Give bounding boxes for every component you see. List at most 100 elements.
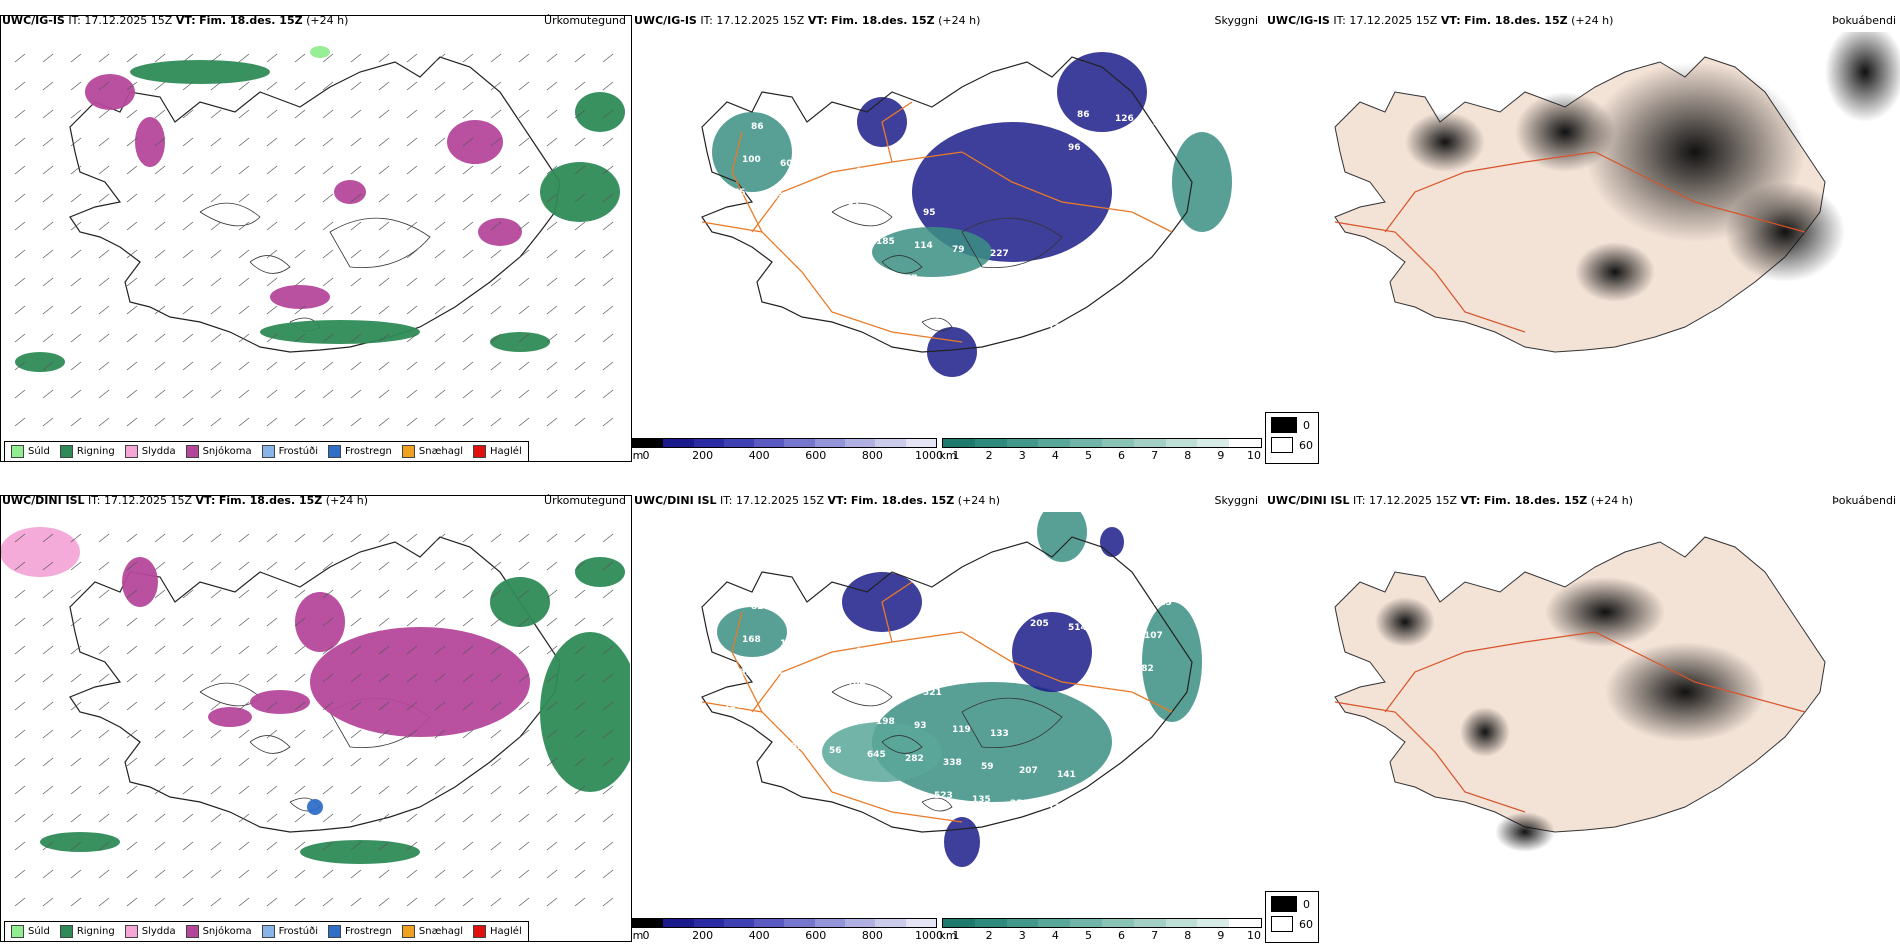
coastline: [701, 56, 1193, 353]
wind-barb: [574, 897, 586, 907]
wind-barb: [490, 673, 502, 683]
wind-barb: [574, 561, 586, 571]
wind-barb: [266, 417, 278, 427]
wind-barb: [350, 869, 362, 879]
wind-barb: [182, 53, 194, 63]
visibility-area: [1057, 52, 1147, 132]
colorbar-cell: [1006, 919, 1039, 927]
ceiling-label: 97: [972, 315, 985, 325]
wind-barb: [462, 109, 474, 119]
wind-barb: [434, 249, 446, 259]
wind-barb: [14, 841, 26, 851]
wind-barb: [434, 305, 446, 315]
wind-barb: [378, 137, 390, 147]
legend-swatch: [124, 445, 138, 458]
wind-barb: [70, 81, 82, 91]
colorbar-cell: [905, 919, 936, 927]
wind-barb: [378, 165, 390, 175]
wind-barb: [406, 645, 418, 655]
wind-barb: [602, 361, 614, 371]
wind-barb: [490, 249, 502, 259]
wind-barb: [98, 561, 110, 571]
wind-barb: [490, 109, 502, 119]
wind-barb: [42, 389, 54, 399]
wind-barb: [14, 137, 26, 147]
wind-barb: [378, 193, 390, 203]
wind-barb: [294, 869, 306, 879]
colorbar-tick: 2: [985, 449, 993, 462]
wind-barb: [574, 361, 586, 371]
wind-barb: [42, 53, 54, 63]
fog-key-swatch: [1271, 417, 1297, 433]
wind-barb: [518, 81, 530, 91]
wind-barb: [322, 673, 334, 683]
ceiling-label: 338: [943, 758, 962, 768]
precip-area: [0, 527, 80, 577]
wind-barb: [490, 645, 502, 655]
wind-barb: [518, 561, 530, 571]
wind-barb: [238, 841, 250, 851]
wind-barb: [378, 109, 390, 119]
legend-item: Snæhagl: [401, 445, 463, 458]
wind-barb: [210, 645, 222, 655]
wind-barb: [126, 249, 138, 259]
visibility-map: 146 118 11 321 133 141 126 82 65 104 119 207 209 125 1…: [701, 512, 1202, 867]
wind-barb: [98, 869, 110, 879]
wind-barb: [182, 617, 194, 627]
ceiling-label: 645: [867, 750, 886, 760]
wind-barb: [546, 729, 558, 739]
precip-map: [14, 46, 625, 427]
wind-barb: [98, 617, 110, 627]
wind-barb: [294, 813, 306, 823]
ceiling-label: 118: [1048, 803, 1067, 813]
wind-barb: [210, 53, 222, 63]
wind-barb: [182, 589, 194, 599]
wind-barb: [294, 137, 306, 147]
precip-area: [490, 332, 550, 352]
wind-barb: [210, 417, 222, 427]
wind-barb: [70, 617, 82, 627]
colorbar-cell: [693, 919, 724, 927]
colorbar-cell: [1133, 919, 1166, 927]
colorbar-tick: 800: [861, 449, 883, 462]
wind-barb: [602, 785, 614, 795]
panel-header: UWC/IG-IS IT: 17.12.2025 15Z VT: Fim. 18…: [634, 14, 981, 27]
colorbar-cell: [1229, 919, 1261, 927]
wind-barb: [182, 729, 194, 739]
colorbar-tick: 5: [1084, 929, 1092, 942]
wind-barb: [182, 561, 194, 571]
wind-barb: [406, 193, 418, 203]
wind-barb: [462, 249, 474, 259]
wind-barb: [14, 361, 26, 371]
wind-barb: [154, 841, 166, 851]
precip-map: [0, 527, 630, 907]
wind-barb: [546, 53, 558, 63]
wind-barb: [126, 729, 138, 739]
road: [961, 631, 1173, 713]
panel-header: UWC/DINI ISL IT: 17.12.2025 15Z VT: Fim.…: [1267, 494, 1634, 507]
wind-barb: [322, 417, 334, 427]
wind-barb: [14, 897, 26, 907]
wind-barb: [266, 277, 278, 287]
precip-area: [270, 285, 330, 309]
wind-barb: [154, 561, 166, 571]
wind-barb: [98, 109, 110, 119]
legend-label: Súld: [28, 926, 50, 937]
ceiling-label: 123: [1077, 590, 1096, 600]
wind-barb: [462, 417, 474, 427]
wind-barb: [574, 81, 586, 91]
colorbar-tick: 7: [1151, 449, 1159, 462]
road: [731, 131, 763, 233]
wind-barb: [434, 869, 446, 879]
wind-barb: [14, 277, 26, 287]
ceiling-colorbar-top: m 0 200 400 600 800 1000: [632, 438, 943, 464]
wind-barb: [238, 361, 250, 371]
ceiling-label: 182: [1135, 664, 1154, 674]
wind-barb: [602, 673, 614, 683]
colorbar-cell: [1197, 919, 1230, 927]
wind-barb: [322, 221, 334, 231]
wind-barb: [210, 81, 222, 91]
wind-barb: [70, 589, 82, 599]
wind-barb: [238, 701, 250, 711]
wind-barb: [574, 589, 586, 599]
